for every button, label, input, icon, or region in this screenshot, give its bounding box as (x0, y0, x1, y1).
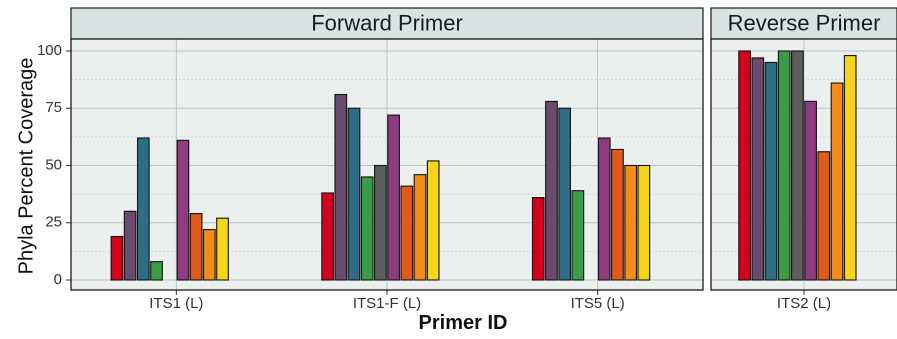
bar (321, 192, 334, 281)
bar (611, 148, 624, 281)
strip-label: Forward Primer (311, 10, 463, 35)
bar (738, 50, 751, 281)
bar (387, 114, 400, 281)
bar (110, 235, 124, 281)
facet-panels: 0 25 50 75 100 Forward Primer ITS1 (L) ITS1-F (… (37, 7, 897, 312)
bar (189, 213, 203, 281)
bar (843, 55, 857, 281)
bar (216, 217, 229, 281)
strip-background (710, 7, 897, 40)
bar (400, 185, 414, 281)
bar (791, 50, 804, 281)
x-tick-label: ITS1-F (L) (353, 295, 421, 312)
bar (545, 100, 558, 281)
bar (558, 107, 572, 281)
strip-background (70, 7, 704, 40)
bar (531, 197, 545, 281)
y-tick-label: 100 (37, 42, 62, 59)
facet-panel: Reverse Primer ITS2 (L) (710, 7, 897, 312)
strip-label: Reverse Primer (728, 10, 881, 35)
bar (426, 160, 440, 281)
bar (777, 50, 791, 281)
x-tick-label: ITS2 (L) (777, 295, 831, 312)
bar (804, 100, 817, 281)
bar (334, 93, 348, 281)
x-tick-label: ITS5 (L) (571, 295, 625, 312)
bar (176, 139, 190, 281)
bar (374, 164, 387, 281)
bar (413, 174, 427, 281)
bar (751, 57, 765, 281)
panel-border (710, 38, 897, 291)
bar (764, 61, 778, 281)
y-tick-label: 75 (45, 99, 62, 116)
bar (123, 210, 137, 281)
bar (817, 151, 831, 281)
bar (347, 107, 361, 281)
x-axis-title: Primer ID (419, 312, 508, 334)
y-tick-label: 25 (45, 214, 62, 231)
bar (202, 229, 216, 281)
x-tick-label: ITS1 (L) (149, 295, 203, 312)
bar (360, 176, 374, 281)
bar (830, 82, 844, 281)
y-tick-label: 0 (54, 271, 62, 288)
y-axis-title: Phyla Percent Coverage (15, 58, 37, 275)
bar (571, 190, 585, 281)
bar (150, 261, 163, 281)
panel-border (70, 38, 704, 291)
bar (624, 164, 638, 281)
facet-panel: Forward Primer ITS1 (L) ITS1-F (L) ITS5 (L) (70, 7, 704, 312)
bar (637, 164, 651, 281)
bar (136, 137, 150, 281)
y-tick-label: 50 (45, 156, 62, 173)
bar (597, 137, 611, 281)
